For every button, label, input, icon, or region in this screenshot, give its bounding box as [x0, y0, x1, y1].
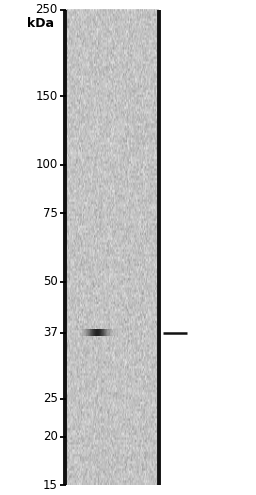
Text: 75: 75	[43, 207, 58, 220]
Text: 250: 250	[35, 3, 58, 16]
Text: 100: 100	[35, 158, 58, 171]
Text: kDa: kDa	[27, 17, 54, 30]
Bar	[65, 10, 159, 485]
Text: 15: 15	[43, 479, 58, 492]
Text: 50: 50	[43, 275, 58, 288]
Text: 25: 25	[43, 393, 58, 405]
Text: 20: 20	[43, 430, 58, 443]
Text: 37: 37	[43, 326, 58, 339]
Text: 150: 150	[35, 90, 58, 102]
